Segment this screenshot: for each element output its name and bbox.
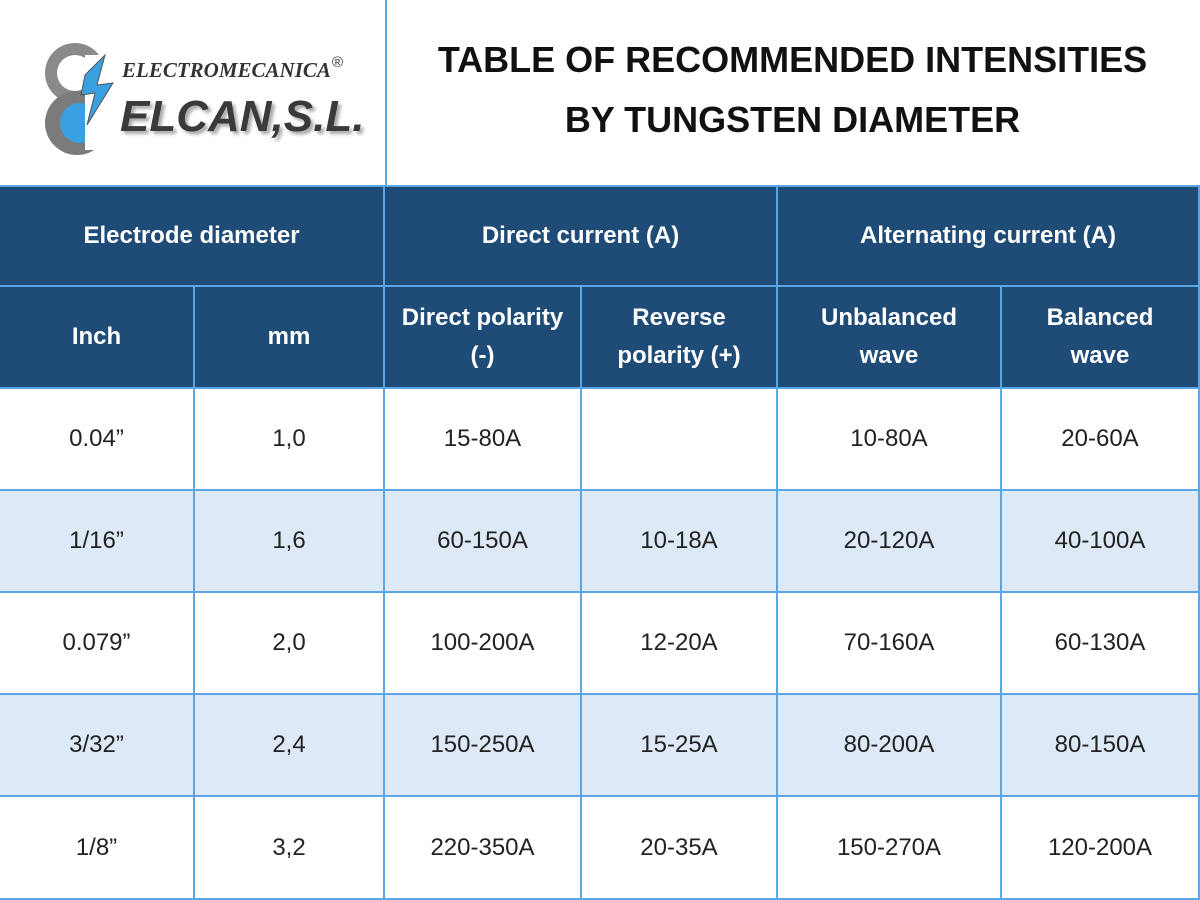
table-cell: 60-130A <box>1002 593 1200 695</box>
column-header: Reverse polarity (+) <box>582 287 778 389</box>
column-header: mm <box>195 287 385 389</box>
table-cell: 15-25A <box>582 695 778 797</box>
column-header: Unbalanced wave <box>778 287 1002 389</box>
title-line: BY TUNGSTEN DIAMETER <box>564 99 1021 140</box>
table-cell <box>582 389 778 491</box>
brand-top: ELECTROMECANICA <box>122 58 331 82</box>
column-label-line: wave <box>859 342 919 369</box>
table-cell: 20-35A <box>582 797 778 900</box>
table-cell: 20-60A <box>1002 389 1200 491</box>
table-cell: 1/16” <box>0 491 195 593</box>
table-cell: 100-200A <box>385 593 582 695</box>
column-label-line: Reverse <box>632 304 726 331</box>
table-cell: 70-160A <box>778 593 1002 695</box>
table-cell: 60-150A <box>385 491 582 593</box>
column-label-line: mm <box>267 323 311 350</box>
column-label-line: Unbalanced <box>820 304 958 331</box>
group-header: Direct current (A) <box>385 185 778 287</box>
table-cell: 15-80A <box>385 389 582 491</box>
table-cell: 20-120A <box>778 491 1002 593</box>
group-header: Electrode diameter <box>0 185 385 287</box>
table-cell: 1,0 <box>195 389 385 491</box>
column-label-line: (-) <box>470 342 495 369</box>
registered-mark: ® <box>332 54 344 71</box>
title-line: TABLE OF RECOMMENDED INTENSITIES <box>437 39 1148 80</box>
table-cell: 40-100A <box>1002 491 1200 593</box>
column-label-line: Inch <box>71 323 122 350</box>
table-cell: 3/32” <box>0 695 195 797</box>
table-cell: 1,6 <box>195 491 385 593</box>
table-cell: 80-200A <box>778 695 1002 797</box>
table-cell: 80-150A <box>1002 695 1200 797</box>
column-label-line: wave <box>1070 342 1130 369</box>
column-header: Balanced wave <box>1002 287 1200 389</box>
table-cell: 220-350A <box>385 797 582 900</box>
table-cell: 0.04” <box>0 389 195 491</box>
table-cell: 150-270A <box>778 797 1002 900</box>
column-label-line: polarity (+) <box>617 342 741 369</box>
table-cell: 1/8” <box>0 797 195 900</box>
group-label: Electrode diameter <box>83 222 300 249</box>
table-cell: 120-200A <box>1002 797 1200 900</box>
brand-name: ELCAN,S.L. <box>120 92 365 141</box>
divider <box>385 0 387 185</box>
group-label: Direct current (A) <box>481 222 680 249</box>
table-cell: 150-250A <box>385 695 582 797</box>
table-cell: 2,0 <box>195 593 385 695</box>
logo-mark <box>45 43 135 155</box>
table-cell: 12-20A <box>582 593 778 695</box>
column-label-line: Direct polarity <box>401 304 564 331</box>
table-cell: 10-18A <box>582 491 778 593</box>
column-label-line: Balanced <box>1046 304 1154 331</box>
column-header: Inch <box>0 287 195 389</box>
table-cell: 3,2 <box>195 797 385 900</box>
column-header: Direct polarity (-) <box>385 287 582 389</box>
group-label: Alternating current (A) <box>859 222 1116 249</box>
title: TABLE OF RECOMMENDED INTENSITIES BY TUNGS… <box>385 30 1200 150</box>
table-cell: 2,4 <box>195 695 385 797</box>
table-cell: 10-80A <box>778 389 1002 491</box>
table-cell: 0.079” <box>0 593 195 695</box>
group-header: Alternating current (A) <box>778 185 1200 287</box>
